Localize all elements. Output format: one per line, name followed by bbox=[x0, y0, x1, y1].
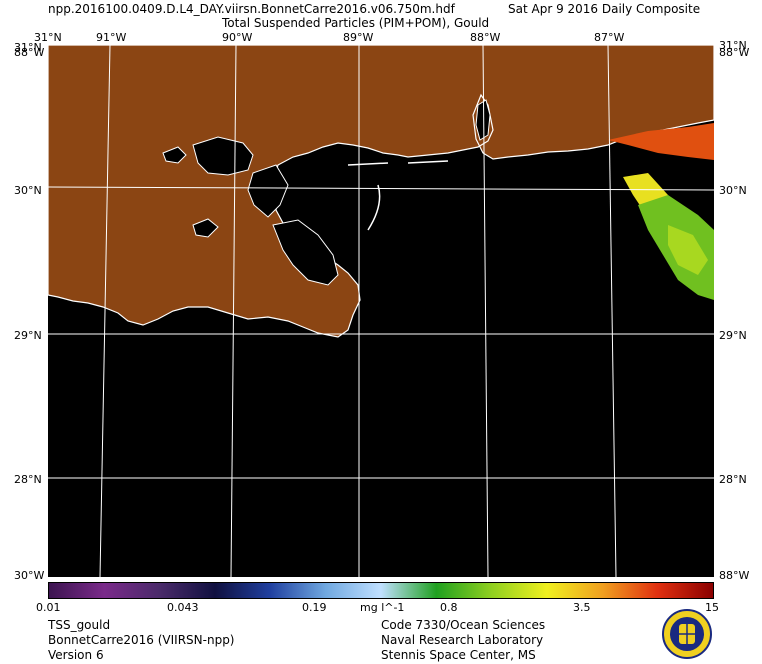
corner-bottom-left: 30°W bbox=[14, 569, 45, 582]
graticule bbox=[48, 45, 714, 577]
cbar-units: mg l^-1 bbox=[360, 601, 405, 614]
footer-left-3: Version 6 bbox=[48, 648, 104, 662]
colorbar bbox=[48, 582, 714, 599]
top-label-88w: 88°W bbox=[470, 31, 501, 44]
lake-salvador bbox=[192, 218, 219, 238]
right-label-30n: 30°N bbox=[719, 184, 747, 197]
cbar-tick-0: 0.01 bbox=[36, 601, 61, 614]
top-label-89w: 89°W bbox=[343, 31, 374, 44]
corner-top-right-lon: 88°W bbox=[719, 46, 750, 59]
map-panel[interactable] bbox=[48, 45, 714, 577]
lon-line-88w bbox=[482, 45, 489, 577]
left-label-30n: 30°N bbox=[14, 184, 42, 197]
footer-right-2: Naval Research Laboratory bbox=[381, 633, 544, 647]
top-label-91w: 91°W bbox=[96, 31, 127, 44]
file-name: npp.2016100.0409.D.L4_DAY.viirsn.BonnetC… bbox=[48, 2, 455, 16]
corner-top-left-lat: 31°N bbox=[14, 41, 42, 54]
tss-plume-orange bbox=[608, 123, 714, 160]
lon-line-90w bbox=[230, 45, 237, 577]
cbar-tick-4: 3.5 bbox=[573, 601, 591, 614]
product-title: Total Suspended Particles (PIM+POM), Gou… bbox=[222, 16, 490, 30]
top-label-87w: 87°W bbox=[594, 31, 625, 44]
cbar-tick-2: 0.19 bbox=[302, 601, 327, 614]
nrl-seal-icon bbox=[662, 609, 712, 659]
lake-pontchartrain bbox=[192, 136, 254, 176]
lake-borgne-delta bbox=[247, 164, 289, 218]
tss-plume-lightgreen bbox=[668, 225, 708, 275]
lat-line-30n bbox=[48, 186, 714, 191]
top-label-lat-right: 31°N bbox=[719, 39, 747, 52]
land-mass bbox=[48, 45, 714, 338]
barrier-islands bbox=[347, 160, 449, 166]
right-label-29n: 29°N bbox=[719, 329, 747, 342]
footer-right-3: Stennis Space Center, MS bbox=[381, 648, 536, 662]
cbar-tick-3: 0.8 bbox=[440, 601, 458, 614]
top-label-lat-left: 31°N bbox=[34, 31, 62, 44]
left-label-28n: 28°N bbox=[14, 473, 42, 486]
corner-top-left-lon: 88°W bbox=[14, 46, 45, 59]
footer-left-2: BonnetCarre2016 (VIIRSN-npp) bbox=[48, 633, 235, 647]
map-canvas bbox=[48, 45, 714, 577]
lon-line-91w bbox=[99, 45, 111, 577]
lon-line-87w bbox=[607, 45, 617, 577]
corner-bottom-right: 88°W bbox=[719, 569, 750, 582]
delta-marsh bbox=[272, 219, 339, 286]
top-label-90w: 90°W bbox=[222, 31, 253, 44]
cbar-tick-1: 0.043 bbox=[167, 601, 199, 614]
cbar-tick-5: 15 bbox=[705, 601, 719, 614]
composite-date: Sat Apr 9 2016 Daily Composite bbox=[508, 2, 701, 16]
footer-right-1: Code 7330/Ocean Sciences bbox=[381, 618, 546, 632]
mobile-bay bbox=[475, 99, 491, 141]
chandeleur-islands bbox=[367, 184, 381, 231]
right-label-28n: 28°N bbox=[719, 473, 747, 486]
lake-maurepas bbox=[162, 146, 187, 164]
footer-left-1: TSS_gould bbox=[48, 618, 111, 632]
left-label-29n: 29°N bbox=[14, 329, 42, 342]
